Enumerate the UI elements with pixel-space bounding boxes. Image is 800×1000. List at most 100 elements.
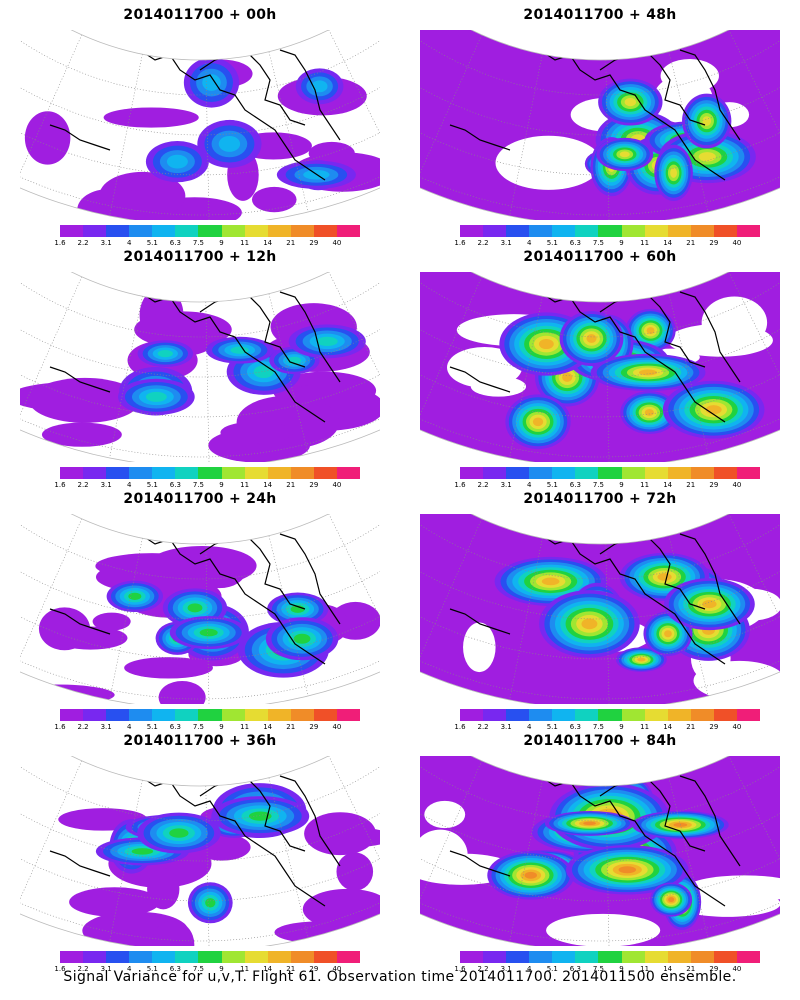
graticule-line [205,301,210,462]
colorbar-tick-label: 9 [219,481,224,489]
colorbar-tick-label: 21 [686,239,696,247]
colorbar-tick-label: 5.1 [146,965,158,973]
variance-contour [646,327,655,335]
colorbar-swatch [690,709,714,721]
forecast-map-panel: 2014011700 + 48h 1.6 2.2 3.1 4 5.1 6.3 7.5 9 11 14… [400,5,800,250]
colorbar-tick-label: 3.1 [500,239,512,247]
graticule-line [20,825,380,902]
colorbar-tick-label: 14 [263,481,273,489]
graticule-line [20,34,83,186]
variance-map [420,756,780,946]
variance-contour [581,618,598,630]
graticule-line [420,276,780,338]
colorbar-tick-label: 6.3 [569,481,581,489]
colorbar-swatch [60,951,84,963]
colorbar-tick-label: 3.1 [100,239,112,247]
graticule-line [420,34,483,186]
map-boundary [420,272,780,462]
variance-contour [619,151,630,158]
variance-patch [304,812,377,856]
variance-contour [618,866,637,874]
colorbar-swatch [575,225,599,237]
graticule-line [20,276,380,338]
graticule-line [268,535,309,697]
colorbar-tick-label: 4 [126,965,132,973]
variance-patch [463,622,496,673]
colorbar-swatch [552,225,576,237]
variance-contour [624,97,637,107]
panel-title: 2014011700 + 00h [123,7,277,23]
colorbar-swatch [575,709,599,721]
colorbar-swatch [221,709,245,721]
colorbar-tick-label: 14 [663,481,673,489]
colorbar-swatch [713,709,737,721]
colorbar-tick-label: 11 [240,965,250,973]
colorbar-swatch [575,467,599,479]
graticule-line [509,538,543,700]
colorbar-swatch [460,951,484,963]
panel-title: 2014011700 + 84h [523,733,677,749]
graticule-line [728,514,780,662]
panel-title: 2014011700 + 24h [123,491,277,507]
variance-contour [583,821,596,826]
colorbar-labels: 1.6 2.2 3.1 4 5.1 6.3 7.5 9 11 14 21 29 40 [50,965,350,975]
map-boundary [420,514,780,704]
colorbar-tick-label: 21 [286,723,296,731]
colorbar-tick-label: 5.1 [546,723,558,731]
colorbar-tick-label: 2.2 [477,723,489,731]
colorbar-swatch [313,225,337,237]
colorbar-swatch [598,467,622,479]
colorbar-tick-label: 4 [526,723,532,731]
colorbar-tick-label: 11 [240,723,250,731]
graticule-line [509,296,543,458]
colorbar-swatch [736,225,761,237]
graticule-line [728,756,780,904]
graticule-line [268,293,309,455]
variance-contour [131,848,154,855]
graticule-line [20,276,83,428]
colorbar-swatch [736,951,761,963]
colorbar-tick-label: 21 [286,239,296,247]
forecast-map-panel: 2014011700 + 72h 1.6 2.2 3.1 4 5.1 6.3 7.5 9 11 14… [400,489,800,734]
colorbar-tick-label: 40 [732,723,742,731]
colorbar-swatch [460,467,484,479]
colorbar-swatch [598,225,622,237]
colorbar-swatch [644,467,668,479]
graticule-line [109,54,143,216]
colorbar-tick-label: 11 [240,239,250,247]
colorbar-tick-label: 3.1 [100,965,112,973]
coastline [49,291,341,423]
colorbar-swatch [290,951,314,963]
variance-patch [667,323,773,357]
variance-contour [218,135,241,152]
variance-map [420,272,780,462]
colorbar-tick-label: 7.5 [192,965,205,973]
graticule-line [20,341,380,418]
colorbar-swatch [106,709,130,721]
graticule-line [205,59,210,220]
graticule-line [728,30,780,178]
colorbar-swatch [736,467,761,479]
colorbar-swatch [175,467,199,479]
graticule-line [420,792,780,862]
variance-contour [145,391,167,402]
panel-title: 2014011700 + 48h [523,7,677,23]
map-boundary [20,30,380,220]
variance-patch [129,176,162,196]
variance-patch [53,626,128,650]
colorbar-tick-label: 29 [709,239,719,247]
map-boundary [20,756,380,946]
colorbar-tick-label: 5.1 [146,239,158,247]
graticule-line [420,308,780,378]
variance-map [20,514,380,704]
variance-map [420,514,780,704]
colorbar-swatch [152,951,176,963]
colorbar-swatch [83,951,107,963]
colorbar-swatch [198,951,222,963]
colorbar-tick-label: 3.1 [100,481,112,489]
graticule-line [420,760,780,822]
colorbar-tick-label: 7.5 [592,481,605,489]
colorbar-tick-label: 14 [663,965,673,973]
variance-patch [151,920,195,946]
colorbar-swatch [175,709,199,721]
